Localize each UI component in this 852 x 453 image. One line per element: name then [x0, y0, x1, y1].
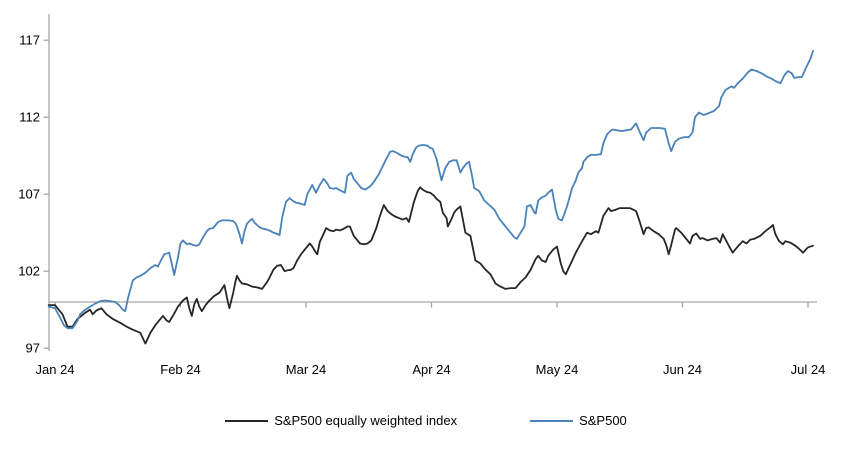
- x-axis-tick-label: Jun 24: [663, 362, 702, 377]
- legend-item-sp500: S&P500: [530, 413, 627, 428]
- x-axis-tick-label: May 24: [536, 362, 579, 377]
- x-axis-tick-label: Jul 24: [791, 362, 826, 377]
- series-line-sp500-equally-weighted: [47, 186, 814, 345]
- y-axis-tick-label: 102: [18, 264, 40, 279]
- legend-item-equal-weight: S&P500 equally weighted index: [225, 413, 457, 428]
- legend-line-sample-equal-weight: [225, 419, 269, 422]
- legend-label-equal-weight: S&P500 equally weighted index: [274, 413, 458, 428]
- legend-line-sample-sp500: [530, 419, 574, 422]
- legend-label-sp500: S&P500: [579, 413, 627, 428]
- y-axis-tick-label: 112: [19, 110, 40, 125]
- chart-legend: S&P500 equally weighted index S&P500: [0, 413, 852, 428]
- x-axis-tick-label: Mar 24: [286, 362, 326, 377]
- x-axis-tick-label: Apr 24: [412, 362, 450, 377]
- chart-plot-area: 97 102 107 112 117 Jan 24 Feb 24 Mar 24 Apr 24 Ma…: [18, 14, 826, 377]
- y-axis-tick-label: 97: [26, 341, 40, 356]
- x-axis-tick-label: Jan 24: [35, 362, 74, 377]
- y-axis-tick-label: 117: [19, 33, 40, 48]
- series-line-sp500: [47, 50, 814, 330]
- y-axis-tick-label: 107: [18, 187, 40, 202]
- x-axis-tick-label: Feb 24: [160, 362, 200, 377]
